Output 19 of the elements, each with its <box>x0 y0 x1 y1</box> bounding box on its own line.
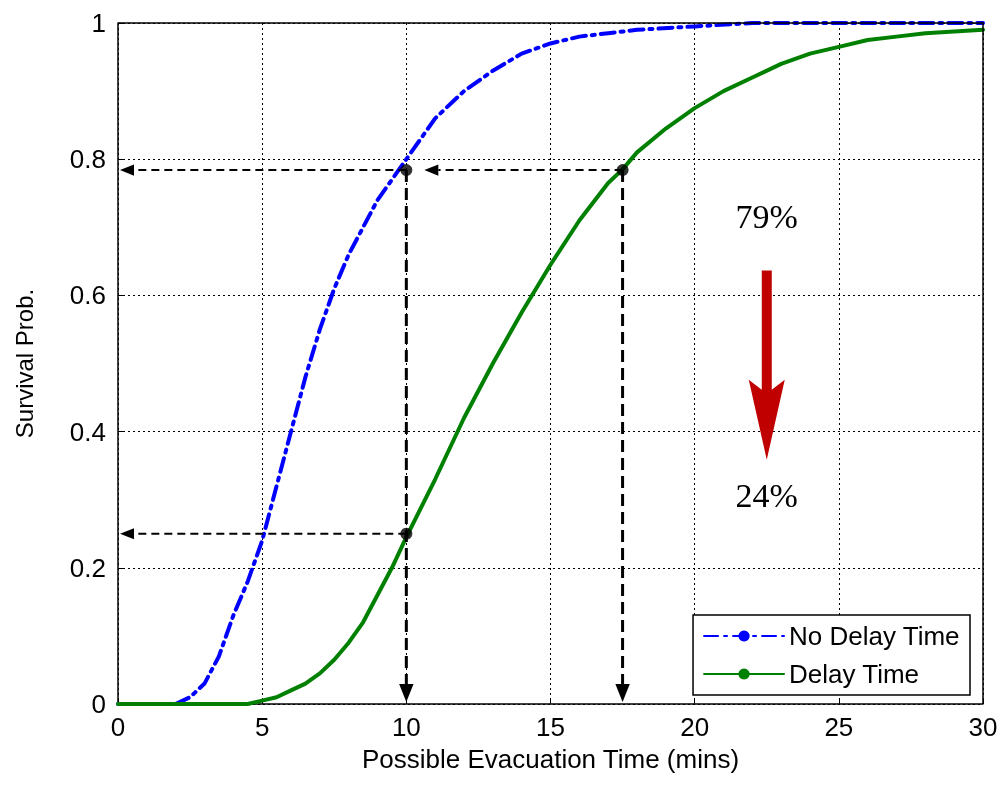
x-tick-label: 20 <box>680 712 710 742</box>
annotation: 79% <box>735 198 798 236</box>
x-axis-title: Possible Evacuation Time (mins) <box>361 744 740 774</box>
x-tick-label: 15 <box>536 712 565 742</box>
x-tick-label: 0 <box>110 712 126 742</box>
x-tick-label: 25 <box>824 712 854 742</box>
y-tick-label: 0.8 <box>69 144 106 175</box>
legend-label: No Delay Time <box>789 621 960 651</box>
legend-label: Delay Time <box>789 659 920 689</box>
y-tick-label: 0.2 <box>69 552 106 583</box>
y-tick-label: 0.6 <box>69 280 106 311</box>
y-tick-label: 0 <box>91 689 106 719</box>
annotation: 24% <box>735 477 798 515</box>
x-tick-label: 10 <box>391 712 421 742</box>
x-tick-label: 5 <box>254 712 270 742</box>
y-tick-label: 1 <box>91 8 106 38</box>
y-axis-title: Survival Prob. <box>10 288 38 439</box>
x-tick-label: 30 <box>968 712 998 742</box>
y-tick-label: 0.4 <box>69 416 106 447</box>
